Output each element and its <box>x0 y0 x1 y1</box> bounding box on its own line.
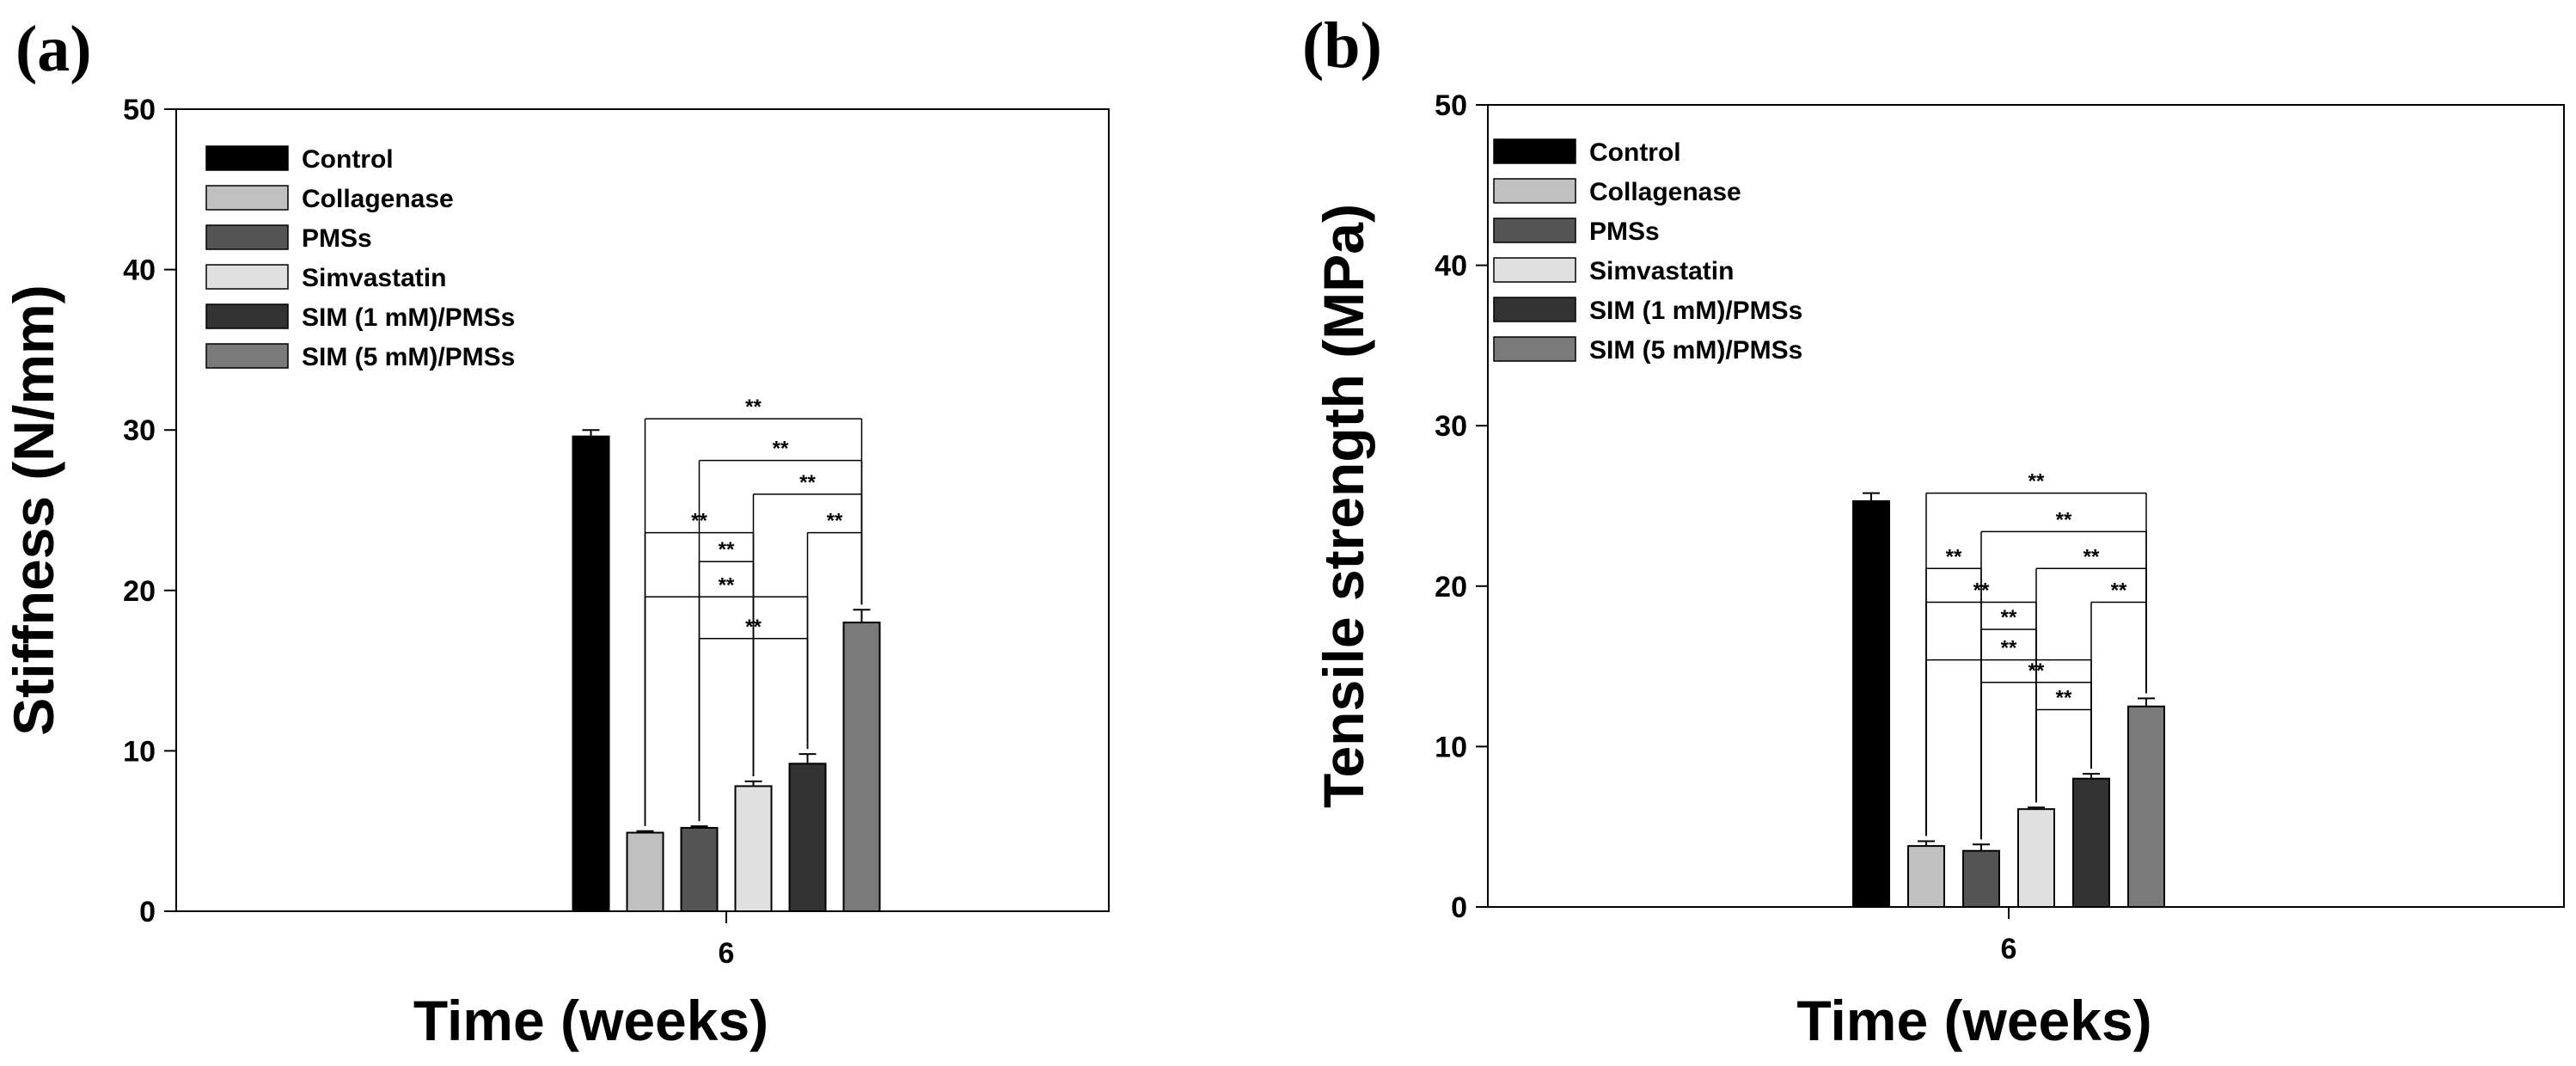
bar-collagenase <box>626 831 664 912</box>
tensile-strength-chart: (b) 0 10 20 30 40 50 6 Time (weeks) Tensile stren… <box>1302 9 2565 1052</box>
legend-label-control: Control <box>302 145 394 174</box>
panel-label: (b) <box>1302 9 1382 82</box>
bar-sim-1-mm-pmss <box>2072 777 2110 908</box>
legend-label-pmss: PMSs <box>302 224 372 253</box>
x-tick-label: 6 <box>719 937 735 970</box>
y-tick-label: 0 <box>1451 891 1467 924</box>
y-tick-label: 50 <box>123 94 156 126</box>
bar-simvastatin <box>2017 808 2055 909</box>
stiffness-chart: (a) 0 10 20 30 40 50 6 Time (weeks) Stiffness (N/… <box>2 13 1110 1052</box>
significance-label: ** <box>745 616 762 639</box>
y-tick-label: 0 <box>139 896 156 928</box>
y-tick-label: 30 <box>123 414 156 447</box>
legend-swatch-simvastatin <box>1493 257 1576 283</box>
bar-pmss <box>680 826 719 913</box>
significance-label: ** <box>827 510 843 533</box>
significance-label: ** <box>1973 579 1990 602</box>
legend-swatch-simvastatin <box>205 264 289 290</box>
y-tick-label: 20 <box>123 575 156 608</box>
legend-swatch-collagenase <box>205 185 289 211</box>
legend-swatch-pmss <box>205 224 289 250</box>
legend-label-control: Control <box>1589 138 1681 167</box>
x-axis-title: Time (weeks) <box>1796 989 2151 1052</box>
y-tick-label: 50 <box>1435 89 1467 122</box>
y-tick-label: 30 <box>1435 410 1467 443</box>
significance-bracket: ** <box>1925 637 2092 836</box>
bar-collagenase <box>1907 845 1945 908</box>
legend-swatch-sim-5-mm-pmss <box>205 343 289 369</box>
legend-label-sim-5-mm-pmss: SIM (5 mM)/PMSs <box>302 343 515 371</box>
x-tick-label: 6 <box>2001 933 2017 965</box>
y-tick-label: 10 <box>1435 731 1467 763</box>
y-tick-label: 20 <box>1435 571 1467 603</box>
significance-label: ** <box>2028 659 2045 683</box>
bar-control <box>1852 499 1890 908</box>
legend-swatch-control <box>205 145 289 171</box>
significance-label: ** <box>1946 545 1962 568</box>
significance-label: ** <box>799 471 816 494</box>
legend-label-pmss: PMSs <box>1589 217 1660 246</box>
legend-swatch-collagenase <box>1493 178 1576 204</box>
significance-label: ** <box>773 438 789 461</box>
significance-label: ** <box>2001 606 2017 629</box>
significance-bracket: ** <box>698 616 809 822</box>
significance-bracket: ** <box>1980 508 2147 840</box>
significance-label: ** <box>2056 508 2072 531</box>
bar-pmss <box>1962 849 2000 908</box>
legend-label-sim-1-mm-pmss: SIM (1 mM)/PMSs <box>302 303 515 332</box>
significance-bracket: ** <box>644 573 809 826</box>
legend-swatch-control <box>1493 138 1576 164</box>
bar-control <box>572 435 610 912</box>
bar-sim-5-mm-pmss <box>842 622 881 912</box>
tensile-strength-chart-panel: (b) 0 10 20 30 40 50 6 Time (weeks) Tensile stren… <box>1288 0 2575 1066</box>
significance-label: ** <box>719 538 735 561</box>
stiffness-chart-panel: (a) 0 10 20 30 40 50 6 Time (weeks) Stiffness (N/… <box>2 13 1110 1052</box>
y-axis-title: Stiffness (N/mm) <box>2 285 65 735</box>
legend-label-collagenase: Collagenase <box>1589 178 1741 206</box>
significance-label: ** <box>2083 545 2100 568</box>
legend-label-sim-5-mm-pmss: SIM (5 mM)/PMSs <box>1589 336 1802 365</box>
y-tick-label: 40 <box>123 254 156 287</box>
significance-label: ** <box>691 510 707 533</box>
significance-label: ** <box>2001 637 2017 660</box>
legend-swatch-pmss <box>1493 217 1576 243</box>
significance-label: ** <box>745 395 762 419</box>
legend-swatch-sim-1-mm-pmss <box>1493 297 1576 322</box>
legend: Control Collagenase PMSs Simvastatin SIM (1 … <box>205 145 515 371</box>
legend-swatch-sim-5-mm-pmss <box>1493 336 1576 362</box>
significance-bracket: ** <box>1980 659 2092 840</box>
significance-label: ** <box>719 573 735 597</box>
legend-swatch-sim-1-mm-pmss <box>205 303 289 329</box>
legend-label-simvastatin: Simvastatin <box>302 264 446 292</box>
significance-label: ** <box>2028 470 2045 493</box>
panel-label: (a) <box>15 13 92 85</box>
legend: Control Collagenase PMSs Simvastatin SIM (1 … <box>1493 138 1802 365</box>
legend-label-sim-1-mm-pmss: SIM (1 mM)/PMSs <box>1589 297 1802 325</box>
significance-bracket: ** <box>698 438 863 822</box>
legend-label-simvastatin: Simvastatin <box>1589 257 1734 285</box>
y-tick-label: 40 <box>1435 250 1467 283</box>
bar-simvastatin <box>734 785 773 913</box>
y-tick-label: 10 <box>123 735 156 768</box>
bar-sim-5-mm-pmss <box>2127 705 2165 908</box>
x-axis-title: Time (weeks) <box>413 989 768 1052</box>
y-axis-title: Tensile strength (MPa) <box>1312 204 1375 808</box>
significance-label: ** <box>2111 579 2127 602</box>
legend-label-collagenase: Collagenase <box>302 185 454 213</box>
significance-bracket: ** <box>2035 686 2092 803</box>
significance-label: ** <box>2056 686 2072 709</box>
bar-sim-1-mm-pmss <box>788 763 827 912</box>
